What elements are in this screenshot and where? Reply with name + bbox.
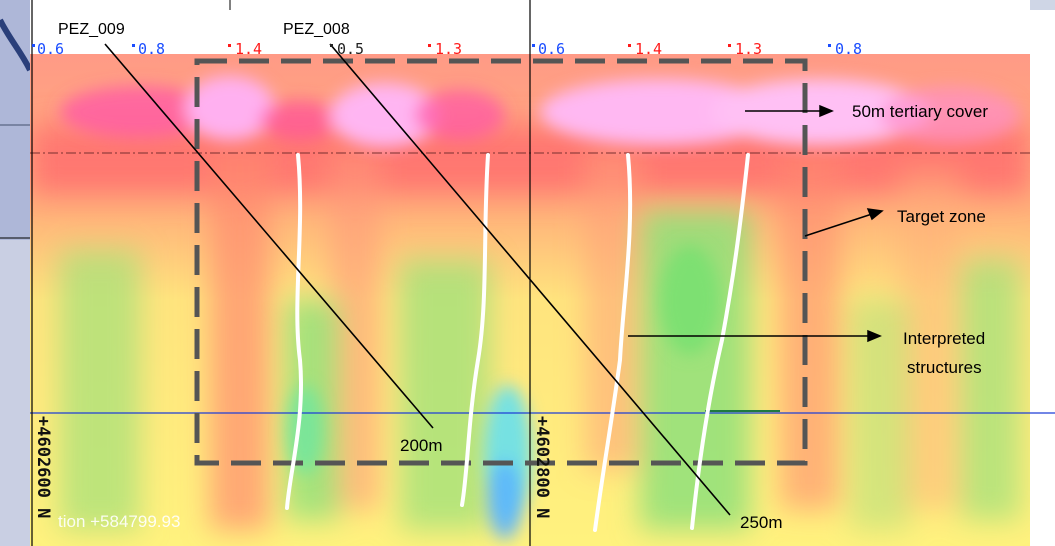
depth-label-pez-008: 250m (740, 513, 783, 532)
section-label: tion +584799.93 (58, 512, 180, 531)
annotation-arrows (628, 104, 884, 343)
value-label: 0.6 (37, 40, 64, 58)
structures-annotation-line1: Interpreted (903, 329, 985, 348)
value-label: 0.5 (337, 40, 364, 58)
cover-annotation: 50m tertiary cover (852, 102, 988, 121)
target-annotation: Target zone (897, 207, 986, 226)
well-label-pez-009: PEZ_009 (58, 21, 125, 38)
value-markers: 0.6 0.8 1.4 0.5 1.3 0.6 1.4 1.3 0.8 (32, 40, 862, 58)
value-label: 1.4 (635, 40, 662, 58)
northing-label-b: +4602800 N (532, 416, 552, 518)
value-label: 1.4 (235, 40, 262, 58)
value-label: 0.6 (538, 40, 565, 58)
northing-label-a: +4602600 N (33, 416, 53, 518)
value-label: 1.3 (435, 40, 462, 58)
value-label: 0.8 (835, 40, 862, 58)
value-label: 0.8 (138, 40, 165, 58)
borehole-pez-008 (329, 43, 731, 516)
borehole-pez-009 (104, 43, 434, 429)
well-label-pez-008: PEZ_008 (283, 21, 350, 38)
interpreted-structures (285, 153, 750, 532)
target-zone-box (194, 58, 808, 466)
depth-label-pez-009: 200m (400, 436, 443, 455)
structures-annotation-line2: structures (907, 358, 982, 377)
value-label: 1.3 (735, 40, 762, 58)
